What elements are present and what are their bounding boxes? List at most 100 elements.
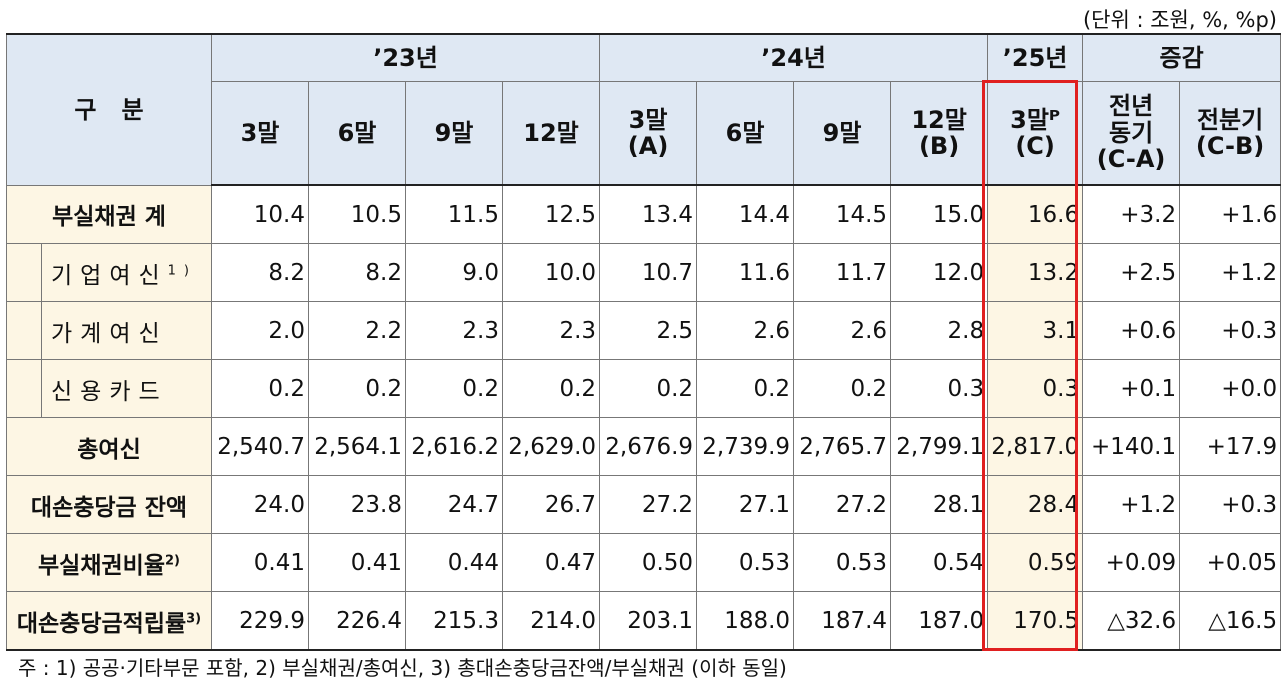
value-cell: 9.0 [405,243,503,302]
value-cell: 0.53 [793,533,892,592]
quarter-header: 3말 [211,81,309,186]
quarter-header: 전년 동기 (C-A) [1082,81,1181,186]
row-label-text: 대손충당금적립률 [16,610,187,637]
value-cell: +1.2 [1179,243,1282,302]
value-cell: 12.0 [890,243,989,302]
footnote: 주 : 1) 공공·기타부문 포함, 2) 부실채권/총여신, 3) 총대손충당… [18,656,787,680]
value-cell: 0.47 [501,533,601,592]
value-cell: +0.3 [1179,301,1282,360]
value-cell: 0.2 [405,359,503,418]
row-label: 신용카드 [6,359,212,418]
value-cell: 10.5 [308,184,406,244]
value-cell: 214.0 [501,591,601,651]
value-cell: +0.3 [1179,475,1282,534]
value-cell: 8.2 [211,243,309,302]
table-row: 기업여신1) 8.2 8.2 9.0 10.0 10.7 11.6 11.7 12.0 13.2 +… [6,243,1282,302]
value-cell: 0.41 [308,533,406,592]
quarter-header: 6말 [696,81,795,186]
value-cell: 10.7 [599,243,698,302]
value-cell: △32.6 [1082,591,1181,651]
row-label-text: 기업여신 [51,262,168,289]
year-header: ’23년 [210,33,601,82]
row-label-text: 대손충당금 잔액 [30,494,188,521]
value-cell: 24.7 [405,475,503,534]
value-cell: 28.1 [890,475,989,534]
row-label: 부실채권비율2) [6,533,212,592]
indent-rule [41,244,42,301]
value-cell: 226.4 [308,591,406,651]
value-cell: 2.3 [405,301,503,360]
quarter-header: 전분기 (C-B) [1179,81,1282,186]
value-cell: 16.6 [987,184,1084,244]
row-label: 부실채권 계 [6,184,212,244]
value-cell: +0.09 [1082,533,1181,592]
value-cell: +0.0 [1179,359,1282,418]
value-cell: 11.6 [696,243,795,302]
value-cell: 0.2 [696,359,795,418]
table-row: 총여신 2,540.7 2,564.1 2,616.2 2,629.0 2,676.9 2,… [6,417,1282,476]
value-cell: 15.0 [890,184,989,244]
value-cell: 0.53 [696,533,795,592]
value-cell: 0.54 [890,533,989,592]
row-label: 총여신 [6,417,212,476]
footnote-mark: 3) [186,610,202,626]
value-cell: 215.3 [405,591,503,651]
value-cell: 0.2 [308,359,406,418]
value-cell: 14.5 [793,184,892,244]
value-cell: 2.5 [599,301,698,360]
quarter-header: 3말 (A) [599,81,698,186]
indent-rule [41,302,42,359]
value-cell: 0.3 [890,359,989,418]
value-cell: 10.4 [211,184,309,244]
value-cell: 2,765.7 [793,417,892,476]
value-cell: 13.4 [599,184,698,244]
value-cell: 170.5 [987,591,1084,651]
quarter-header: 9말 [405,81,503,186]
table-row: 대손충당금 잔액 24.0 23.8 24.7 26.7 27.2 27.1 27.2 28.1… [6,475,1282,534]
value-cell: 11.5 [405,184,503,244]
quarter-header: 6말 [308,81,406,186]
value-cell: 27.2 [793,475,892,534]
row-label-text: 총여신 [77,436,141,463]
value-cell: 0.44 [405,533,503,592]
year-header: 증감 [1082,33,1282,82]
value-cell: 187.0 [890,591,989,651]
value-cell: 2.3 [501,301,601,360]
value-cell: 3.1 [987,301,1084,360]
value-cell: +3.2 [1082,184,1181,244]
row-label: 가계여신 [6,301,212,360]
value-cell: 188.0 [696,591,795,651]
value-cell: 27.2 [599,475,698,534]
quarter-header: 9말 [793,81,892,186]
value-cell: +0.6 [1082,301,1181,360]
loan-table: 구 분 ’23년 ’24년 ’25년 증감 3말 6말 9말 12말 3말 (A) 6말 9말 12말 … [6,33,1282,651]
value-cell: 2.8 [890,301,989,360]
value-cell: 0.59 [987,533,1084,592]
value-cell: 203.1 [599,591,698,651]
value-cell: 10.0 [501,243,601,302]
value-cell: 11.7 [793,243,892,302]
value-cell: △16.5 [1179,591,1282,651]
value-cell: 13.2 [987,243,1084,302]
row-label-text: 부실채권비율 [38,552,165,579]
footnote-mark: 2) [164,552,180,568]
value-cell: 0.41 [211,533,309,592]
row-label-text: 가계여신 [51,320,168,347]
value-cell: 0.2 [501,359,601,418]
value-cell: 8.2 [308,243,406,302]
value-cell: 2,616.2 [405,417,503,476]
table-row: 부실채권비율2) 0.41 0.41 0.44 0.47 0.50 0.53 0.53 0.54… [6,533,1282,592]
value-cell: 2,564.1 [308,417,406,476]
value-cell: 2,739.9 [696,417,795,476]
value-cell: 26.7 [501,475,601,534]
year-header: ’24년 [599,33,989,82]
row-label-text: 부실채권 계 [52,204,166,231]
value-cell: 23.8 [308,475,406,534]
quarter-header: 3말ᴾ (C) [987,81,1084,186]
value-cell: 2,540.7 [211,417,309,476]
value-cell: 2.6 [696,301,795,360]
value-cell: +1.6 [1179,184,1282,244]
value-cell: 12.5 [501,184,601,244]
table-row: 부실채권 계 10.4 10.5 11.5 12.5 13.4 14.4 14.5 15.0 16… [6,184,1282,244]
value-cell: 28.4 [987,475,1084,534]
